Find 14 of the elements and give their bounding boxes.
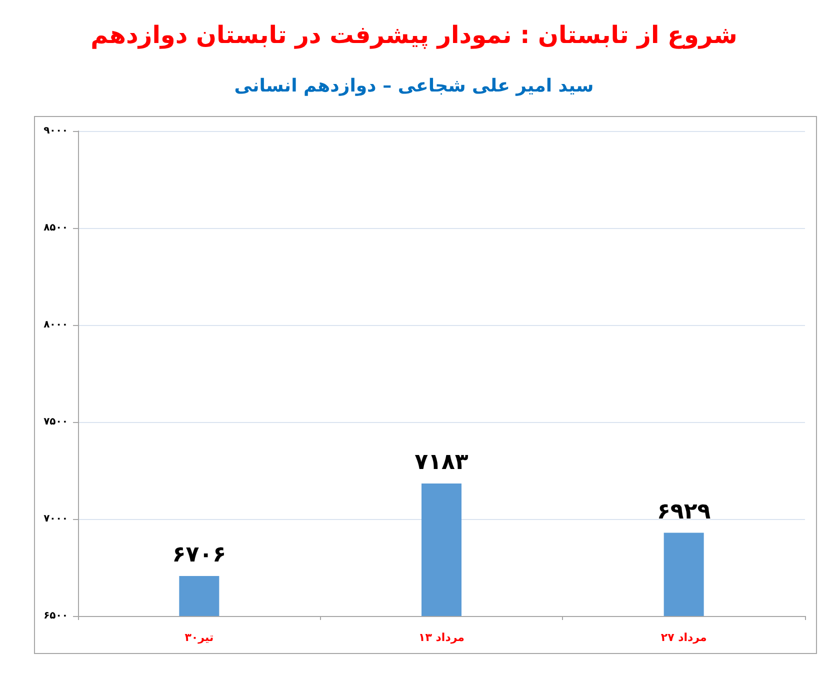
data-label: ۷۱۸۳ xyxy=(414,450,469,475)
y-tick-label: ۸۵۰۰ xyxy=(44,222,68,234)
data-label: ۶۷۰۶ xyxy=(172,542,226,568)
y-tick-label: ۸۰۰۰ xyxy=(44,320,68,330)
x-tick-label: ۳۰تیر xyxy=(184,631,214,644)
y-tick-label: ۶۵۰۰ xyxy=(44,610,68,622)
chart-subtitle: سید امیر علی شجاعی – دوازدهم انسانی xyxy=(234,76,594,96)
chart-title: شروع از تابستان : نمودار پیشرفت در تابستان دوازدهم xyxy=(90,21,738,49)
y-tick-label: ۷۰۰۰ xyxy=(44,514,68,524)
x-tick-label: ۲۷ مرداد xyxy=(660,631,707,644)
y-tick-label: ۷۵۰۰ xyxy=(44,416,68,428)
y-tick-label: ۹۰۰۰ xyxy=(44,126,68,136)
x-tick-label: ۱۳ مرداد xyxy=(418,631,464,644)
data-label: ۶۹۲۹ xyxy=(656,499,711,524)
